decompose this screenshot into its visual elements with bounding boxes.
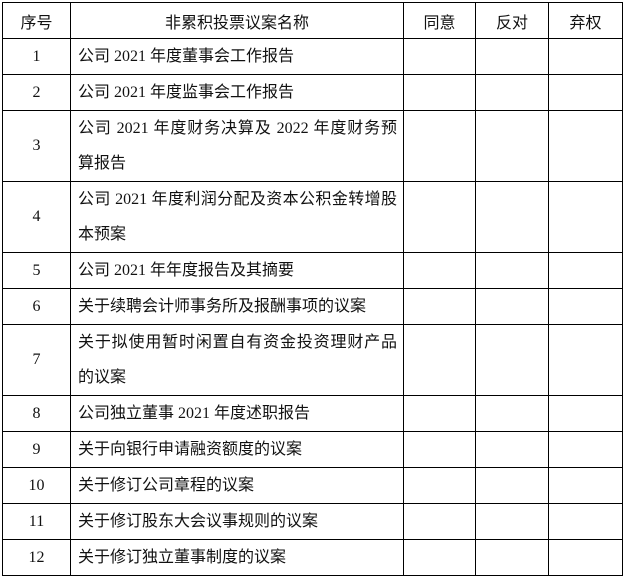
agree-cell[interactable] bbox=[403, 324, 476, 396]
oppose-cell[interactable] bbox=[475, 38, 549, 75]
header-abstain: 弃权 bbox=[548, 2, 623, 39]
proposal-name: 关于修订股东大会议事规则的议案 bbox=[70, 503, 404, 540]
row-number: 2 bbox=[2, 74, 71, 111]
abstain-cell[interactable] bbox=[548, 395, 623, 432]
row-number: 3 bbox=[2, 110, 71, 182]
agree-cell[interactable] bbox=[403, 467, 476, 504]
oppose-cell[interactable] bbox=[475, 74, 549, 111]
abstain-cell[interactable] bbox=[548, 252, 623, 289]
row-number: 4 bbox=[2, 181, 71, 253]
table-row: 11 关于修订股东大会议事规则的议案 bbox=[2, 503, 623, 540]
oppose-cell[interactable] bbox=[475, 110, 549, 182]
abstain-cell[interactable] bbox=[548, 288, 623, 325]
agree-cell[interactable] bbox=[403, 74, 476, 111]
oppose-cell[interactable] bbox=[475, 181, 549, 253]
proposal-name: 公司 2021 年度财务决算及 2022 年度财务预算报告 bbox=[70, 110, 404, 182]
proposal-name: 公司独立董事 2021 年度述职报告 bbox=[70, 395, 404, 432]
table-row: 7 关于拟使用暂时闲置自有资金投资理财产品的议案 bbox=[2, 324, 623, 396]
header-oppose: 反对 bbox=[475, 2, 549, 39]
table-row: 1 公司 2021 年度董事会工作报告 bbox=[2, 38, 623, 75]
agree-cell[interactable] bbox=[403, 539, 476, 576]
oppose-cell[interactable] bbox=[475, 395, 549, 432]
oppose-cell[interactable] bbox=[475, 252, 549, 289]
proposal-name: 关于向银行申请融资额度的议案 bbox=[70, 431, 404, 468]
header-no: 序号 bbox=[2, 2, 71, 39]
proposal-name: 关于修订独立董事制度的议案 bbox=[70, 539, 404, 576]
table-row: 6 关于续聘会计师事务所及报酬事项的议案 bbox=[2, 288, 623, 325]
proposal-name: 公司 2021 年度利润分配及资本公积金转增股本预案 bbox=[70, 181, 404, 253]
agree-cell[interactable] bbox=[403, 38, 476, 75]
abstain-cell[interactable] bbox=[548, 431, 623, 468]
row-number: 7 bbox=[2, 324, 71, 396]
abstain-cell[interactable] bbox=[548, 110, 623, 182]
proposal-name: 关于修订公司章程的议案 bbox=[70, 467, 404, 504]
proposal-name: 关于拟使用暂时闲置自有资金投资理财产品的议案 bbox=[70, 324, 404, 396]
row-number: 5 bbox=[2, 252, 71, 289]
agree-cell[interactable] bbox=[403, 288, 476, 325]
row-number: 11 bbox=[2, 503, 71, 540]
oppose-cell[interactable] bbox=[475, 288, 549, 325]
agree-cell[interactable] bbox=[403, 181, 476, 253]
abstain-cell[interactable] bbox=[548, 324, 623, 396]
abstain-cell[interactable] bbox=[548, 74, 623, 111]
abstain-cell[interactable] bbox=[548, 38, 623, 75]
table-row: 8 公司独立董事 2021 年度述职报告 bbox=[2, 395, 623, 432]
table-row: 3 公司 2021 年度财务决算及 2022 年度财务预算报告 bbox=[2, 110, 623, 182]
agree-cell[interactable] bbox=[403, 252, 476, 289]
agree-cell[interactable] bbox=[403, 503, 476, 540]
table-row: 9 关于向银行申请融资额度的议案 bbox=[2, 431, 623, 468]
header-name: 非累积投票议案名称 bbox=[70, 2, 404, 39]
oppose-cell[interactable] bbox=[475, 431, 549, 468]
table-row: 12 关于修订独立董事制度的议案 bbox=[2, 539, 623, 576]
abstain-cell[interactable] bbox=[548, 503, 623, 540]
row-number: 10 bbox=[2, 467, 71, 504]
table-row: 10 关于修订公司章程的议案 bbox=[2, 467, 623, 504]
abstain-cell[interactable] bbox=[548, 181, 623, 253]
agree-cell[interactable] bbox=[403, 395, 476, 432]
oppose-cell[interactable] bbox=[475, 503, 549, 540]
oppose-cell[interactable] bbox=[475, 467, 549, 504]
agree-cell[interactable] bbox=[403, 431, 476, 468]
table-row: 4 公司 2021 年度利润分配及资本公积金转增股本预案 bbox=[2, 181, 623, 253]
row-number: 12 bbox=[2, 539, 71, 576]
abstain-cell[interactable] bbox=[548, 467, 623, 504]
table-row: 2 公司 2021 年度监事会工作报告 bbox=[2, 74, 623, 111]
table-row: 5 公司 2021 年年度报告及其摘要 bbox=[2, 252, 623, 289]
oppose-cell[interactable] bbox=[475, 324, 549, 396]
proposal-name: 公司 2021 年年度报告及其摘要 bbox=[70, 252, 404, 289]
agree-cell[interactable] bbox=[403, 110, 476, 182]
header-agree: 同意 bbox=[403, 2, 476, 39]
row-number: 8 bbox=[2, 395, 71, 432]
row-number: 6 bbox=[2, 288, 71, 325]
abstain-cell[interactable] bbox=[548, 539, 623, 576]
row-number: 9 bbox=[2, 431, 71, 468]
proposal-name: 公司 2021 年度董事会工作报告 bbox=[70, 38, 404, 75]
proposal-name: 公司 2021 年度监事会工作报告 bbox=[70, 74, 404, 111]
proposal-name: 关于续聘会计师事务所及报酬事项的议案 bbox=[70, 288, 404, 325]
row-number: 1 bbox=[2, 38, 71, 75]
header-row: 序号 非累积投票议案名称 同意 反对 弃权 bbox=[2, 2, 623, 39]
oppose-cell[interactable] bbox=[475, 539, 549, 576]
